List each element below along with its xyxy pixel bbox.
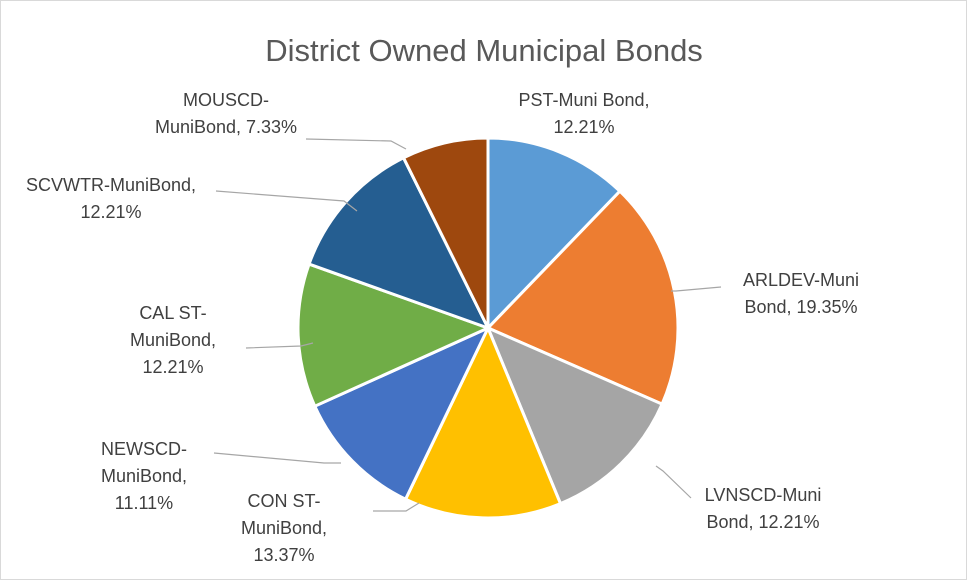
slice-label-line: 12.21% <box>80 202 141 222</box>
slice-label-line: Bond, 12.21% <box>706 512 819 532</box>
slice-labels: PST-Muni Bond, 12.21% ARLDEV-Muni Bond, 19.… <box>26 90 859 565</box>
slice-label: NEWSCD- MuniBond, 11.11% <box>101 439 187 513</box>
leader-line <box>671 286 722 292</box>
slice-label-line: 12.21% <box>142 357 203 377</box>
pie-slice-mouscd-munibond <box>401 136 490 329</box>
leader-line <box>655 465 692 499</box>
slice-label-line: SCVWTR-MuniBond, <box>26 175 196 195</box>
chart-title: District Owned Municipal Bonds <box>265 33 703 68</box>
slice-label-line: ARLDEV-Muni <box>743 270 859 290</box>
slice-label-line: NEWSCD- <box>101 439 187 459</box>
slice-label-line: MOUSCD- <box>183 90 269 110</box>
slice-label-line: PST-Muni Bond, <box>518 90 649 110</box>
pie-slice-newscd-munibond <box>312 324 492 502</box>
slice-label: ARLDEV-Muni Bond, 19.35% <box>743 270 859 317</box>
pie-slice-pst-muni-bond <box>486 136 623 332</box>
leader-lines <box>213 138 722 512</box>
slice-label-line: Bond, 19.35% <box>744 297 857 317</box>
leader-line <box>213 452 341 464</box>
slice-label-line: 11.11% <box>115 493 173 513</box>
slice-label: CAL ST- MuniBond, 12.21% <box>130 303 216 377</box>
slice-label-line: LVNSCD-Muni <box>705 485 822 505</box>
slice-label-line: MuniBond, <box>101 466 187 486</box>
slice-label: PST-Muni Bond, 12.21% <box>518 90 649 137</box>
leader-line <box>373 502 420 512</box>
leader-line <box>215 190 358 212</box>
pie-slice-con-st-munibond <box>403 324 563 520</box>
slice-label: MOUSCD- MuniBond, 7.33% <box>155 90 297 137</box>
slice-label: SCVWTR-MuniBond, 12.21% <box>26 175 196 222</box>
slice-label-line: 12.21% <box>553 117 614 137</box>
leader-line <box>305 138 407 150</box>
slice-label: LVNSCD-Muni Bond, 12.21% <box>705 485 822 532</box>
slice-label-line: CON ST- <box>247 491 320 511</box>
pie-slices <box>296 136 680 520</box>
slice-label-line: MuniBond, 7.33% <box>155 117 297 137</box>
pie-slice-lvnscd-muni-bond <box>485 325 665 506</box>
slice-label: CON ST- MuniBond, 13.37% <box>241 491 327 565</box>
pie-slice-cal-st-munibond <box>296 262 493 409</box>
slice-label-line: CAL ST- <box>139 303 206 323</box>
slice-label-line: MuniBond, <box>241 518 327 538</box>
slice-label-line: MuniBond, <box>130 330 216 350</box>
leader-line <box>245 342 314 349</box>
slice-label-line: 13.37% <box>253 545 314 565</box>
